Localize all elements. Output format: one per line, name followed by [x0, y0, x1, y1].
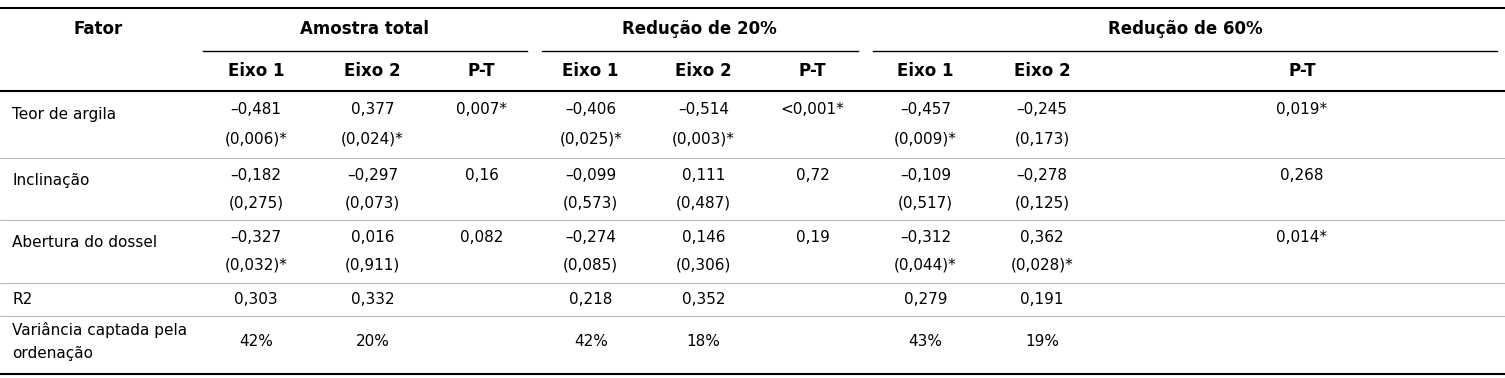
- Text: (0,006)*: (0,006)*: [224, 132, 287, 147]
- Text: Abertura do dossel: Abertura do dossel: [12, 235, 157, 250]
- Text: (0,028)*: (0,028)*: [1011, 258, 1073, 273]
- Text: Eixo 1: Eixo 1: [227, 62, 284, 80]
- Text: –0,278: –0,278: [1017, 168, 1067, 183]
- Text: –0,297: –0,297: [348, 168, 397, 183]
- Text: (0,032)*: (0,032)*: [224, 258, 287, 273]
- Text: (0,573): (0,573): [563, 195, 619, 211]
- Text: 0,303: 0,303: [235, 292, 277, 307]
- Text: (0,044)*: (0,044)*: [894, 258, 957, 273]
- Text: Eixo 2: Eixo 2: [676, 62, 731, 80]
- Text: 0,352: 0,352: [682, 292, 725, 307]
- Text: Inclinação: Inclinação: [12, 173, 89, 188]
- Text: –0,312: –0,312: [900, 230, 951, 245]
- Text: 42%: 42%: [573, 335, 608, 349]
- Text: 0,362: 0,362: [1020, 230, 1064, 245]
- Text: Eixo 1: Eixo 1: [563, 62, 619, 80]
- Text: 0,72: 0,72: [796, 168, 829, 183]
- Text: (0,009)*: (0,009)*: [894, 132, 957, 147]
- Text: 43%: 43%: [909, 335, 942, 349]
- Text: Amostra total: Amostra total: [301, 20, 429, 38]
- Text: (0,306): (0,306): [676, 258, 731, 273]
- Text: (0,025)*: (0,025)*: [560, 132, 622, 147]
- Text: –0,274: –0,274: [566, 230, 616, 245]
- Text: –0,099: –0,099: [564, 168, 617, 183]
- Text: –0,406: –0,406: [566, 102, 616, 117]
- Text: 0,268: 0,268: [1281, 168, 1323, 183]
- Text: P-T: P-T: [468, 62, 495, 80]
- Text: 0,332: 0,332: [351, 292, 394, 307]
- Text: –0,245: –0,245: [1017, 102, 1067, 117]
- Text: –0,514: –0,514: [679, 102, 728, 117]
- Text: Fator: Fator: [74, 20, 122, 38]
- Text: 0,082: 0,082: [461, 230, 503, 245]
- Text: ordenação: ordenação: [12, 346, 93, 361]
- Text: P-T: P-T: [799, 62, 826, 80]
- Text: 0,146: 0,146: [682, 230, 725, 245]
- Text: Variância captada pela: Variância captada pela: [12, 322, 187, 338]
- Text: (0,085): (0,085): [563, 258, 619, 273]
- Text: –0,327: –0,327: [230, 230, 281, 245]
- Text: Eixo 1: Eixo 1: [897, 62, 954, 80]
- Text: (0,024)*: (0,024)*: [342, 132, 403, 147]
- Text: R2: R2: [12, 292, 32, 307]
- Text: 42%: 42%: [239, 335, 272, 349]
- Text: 0,377: 0,377: [351, 102, 394, 117]
- Text: 0,279: 0,279: [905, 292, 947, 307]
- Text: –0,109: –0,109: [900, 168, 951, 183]
- Text: Redução de 60%: Redução de 60%: [1108, 20, 1263, 38]
- Text: 0,16: 0,16: [465, 168, 498, 183]
- Text: –0,182: –0,182: [230, 168, 281, 183]
- Text: Teor de argila: Teor de argila: [12, 107, 116, 122]
- Text: <0,001*: <0,001*: [781, 102, 844, 117]
- Text: 0,19: 0,19: [796, 230, 829, 245]
- Text: 20%: 20%: [355, 335, 390, 349]
- Text: –0,457: –0,457: [900, 102, 951, 117]
- Text: (0,275): (0,275): [229, 195, 283, 211]
- Text: 0,218: 0,218: [569, 292, 613, 307]
- Text: (0,073): (0,073): [345, 195, 400, 211]
- Text: 0,019*: 0,019*: [1276, 102, 1327, 117]
- Text: 0,016: 0,016: [351, 230, 394, 245]
- Text: 0,111: 0,111: [682, 168, 725, 183]
- Text: 0,191: 0,191: [1020, 292, 1064, 307]
- Text: 0,014*: 0,014*: [1276, 230, 1327, 245]
- Text: P-T: P-T: [1288, 62, 1315, 80]
- Text: Redução de 20%: Redução de 20%: [623, 20, 777, 38]
- Text: 0,007*: 0,007*: [456, 102, 507, 117]
- Text: (0,487): (0,487): [676, 195, 731, 211]
- Text: (0,517): (0,517): [898, 195, 953, 211]
- Text: (0,125): (0,125): [1014, 195, 1070, 211]
- Text: Eixo 2: Eixo 2: [345, 62, 400, 80]
- Text: Eixo 2: Eixo 2: [1014, 62, 1070, 80]
- Text: (0,003)*: (0,003)*: [673, 132, 734, 147]
- Text: 19%: 19%: [1025, 335, 1060, 349]
- Text: (0,173): (0,173): [1014, 132, 1070, 147]
- Text: (0,911): (0,911): [345, 258, 400, 273]
- Text: 18%: 18%: [686, 335, 721, 349]
- Text: –0,481: –0,481: [230, 102, 281, 117]
